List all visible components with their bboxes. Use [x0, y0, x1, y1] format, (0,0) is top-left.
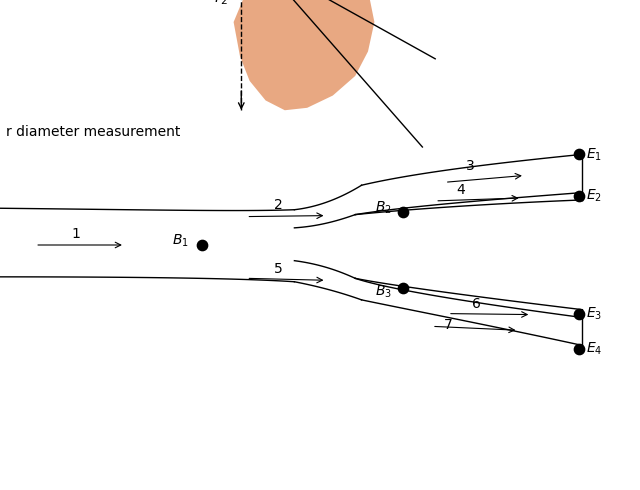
Text: $E_2$: $E_2$: [586, 188, 602, 204]
Text: $B_2$: $B_2$: [375, 199, 392, 216]
Point: [574, 310, 584, 318]
Text: $E_3$: $E_3$: [586, 305, 602, 322]
Point: [574, 192, 584, 200]
Text: r diameter measurement: r diameter measurement: [6, 125, 180, 139]
Text: $r_2$: $r_2$: [214, 0, 228, 7]
Text: 4: 4: [456, 183, 465, 197]
Text: 6: 6: [472, 296, 481, 311]
Point: [398, 208, 408, 216]
Text: 5: 5: [274, 262, 283, 276]
Text: 7: 7: [444, 318, 452, 332]
Text: $B_3$: $B_3$: [375, 284, 392, 300]
Point: [398, 284, 408, 292]
Text: 1: 1: [71, 226, 80, 241]
Polygon shape: [234, 0, 374, 110]
Point: [196, 241, 207, 249]
Point: [574, 345, 584, 353]
Text: $E_1$: $E_1$: [586, 146, 602, 163]
Text: 3: 3: [466, 159, 475, 173]
Point: [574, 150, 584, 158]
Text: 2: 2: [274, 198, 283, 212]
Text: $E_4$: $E_4$: [586, 341, 602, 357]
Text: $B_1$: $B_1$: [172, 233, 189, 249]
